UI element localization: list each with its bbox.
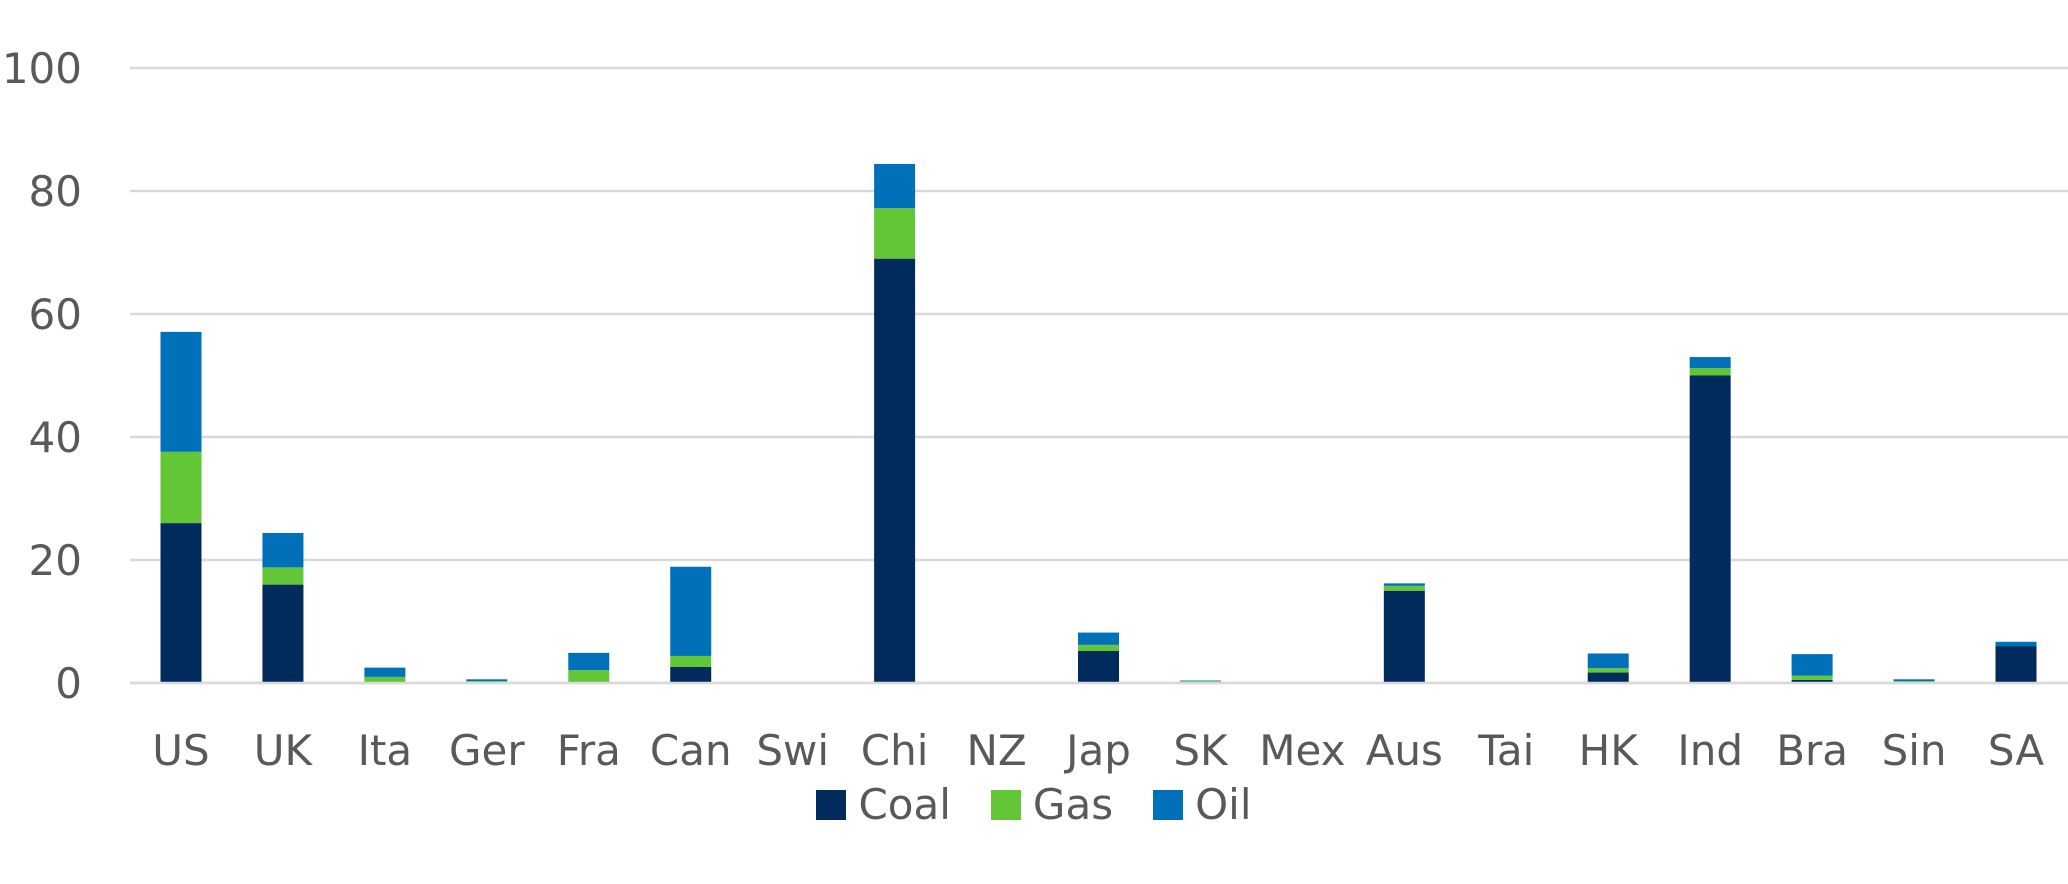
legend: Coal Gas Oil bbox=[0, 780, 2068, 829]
bar-uk-gas bbox=[262, 567, 304, 585]
bar-can-coal bbox=[670, 667, 712, 683]
bar-sk-gas bbox=[1179, 681, 1221, 682]
x-tick-label: SA bbox=[1988, 726, 2044, 775]
x-tick-label: SK bbox=[1173, 726, 1229, 775]
bar-ger-oil bbox=[466, 679, 508, 682]
x-tick-label: Ita bbox=[358, 726, 413, 775]
legend-swatch bbox=[990, 789, 1021, 820]
x-axis-ticks: US UK Ita Ger Fra Can Swi Chi NZ Jap SK Mex Aus Tai HK… bbox=[130, 681, 2068, 775]
bar-sin-oil bbox=[1893, 679, 1935, 682]
bar-hk-oil bbox=[1587, 653, 1629, 669]
bar-us-coal bbox=[160, 523, 202, 683]
bar-sin-gas bbox=[1893, 681, 1935, 682]
bar-hk-coal bbox=[1587, 672, 1629, 683]
bar-ita-gas bbox=[364, 676, 406, 682]
bar-uk-coal bbox=[262, 584, 304, 683]
x-tick-label: Tai bbox=[1477, 726, 1534, 775]
y-tick-label: 20 bbox=[29, 536, 82, 585]
y-tick-label: 0 bbox=[55, 659, 82, 708]
bar-aus-oil bbox=[1383, 583, 1425, 586]
legend-item-gas: Gas bbox=[990, 780, 1114, 829]
bars bbox=[160, 163, 2037, 683]
legend-item-coal: Coal bbox=[816, 780, 951, 829]
x-tick-label: Chi bbox=[861, 726, 929, 775]
bar-bra-coal bbox=[1791, 679, 1833, 683]
x-tick-label: Ind bbox=[1677, 726, 1743, 775]
bar-aus-gas bbox=[1383, 585, 1425, 591]
bar-chi-coal bbox=[874, 258, 916, 683]
bar-sa-coal bbox=[1995, 646, 2037, 683]
x-tick-label: Sin bbox=[1882, 726, 1947, 775]
bar-jap-oil bbox=[1078, 632, 1119, 645]
bar-chi-gas bbox=[874, 208, 916, 259]
legend-swatch bbox=[816, 789, 847, 820]
x-tick-label: NZ bbox=[966, 726, 1026, 775]
bar-fra-oil bbox=[568, 652, 610, 671]
x-tick-label: HK bbox=[1579, 726, 1640, 775]
x-tick-label: Mex bbox=[1259, 726, 1345, 775]
bar-us-gas bbox=[160, 451, 202, 524]
bar-aus-coal bbox=[1383, 590, 1425, 683]
bar-ind-coal bbox=[1689, 375, 1731, 683]
legend-item-oil: Oil bbox=[1153, 780, 1252, 829]
y-tick-label: 40 bbox=[29, 413, 82, 462]
y-tick-label: 100 bbox=[2, 44, 82, 93]
x-tick-label: US bbox=[152, 726, 209, 775]
bar-bra-gas bbox=[1791, 675, 1833, 680]
x-tick-label: Fra bbox=[557, 726, 621, 775]
legend-label: Coal bbox=[858, 780, 951, 829]
x-tick-label: UK bbox=[254, 726, 314, 775]
bar-us-oil bbox=[160, 331, 202, 452]
x-tick-label: Bra bbox=[1776, 726, 1848, 775]
bar-ger-gas bbox=[466, 681, 508, 682]
x-tick-label: Swi bbox=[756, 726, 829, 775]
x-tick-label: Jap bbox=[1063, 726, 1131, 775]
bar-jap-gas bbox=[1078, 644, 1119, 652]
bar-ita-oil bbox=[364, 667, 406, 677]
x-tick-label: Aus bbox=[1366, 726, 1443, 775]
legend-label: Gas bbox=[1032, 780, 1114, 829]
bar-jap-coal bbox=[1078, 651, 1119, 683]
gridlines bbox=[130, 66, 2068, 685]
y-axis-ticks: 0 20 40 60 80 100 bbox=[2, 44, 82, 708]
bar-uk-oil bbox=[262, 532, 304, 568]
bar-sa-oil bbox=[1995, 641, 2037, 647]
bar-can-gas bbox=[670, 655, 712, 668]
x-tick-label: Ger bbox=[449, 726, 525, 775]
bar-can-oil bbox=[670, 566, 712, 656]
bar-ind-oil bbox=[1689, 357, 1731, 369]
bar-bra-oil bbox=[1791, 654, 1833, 676]
bar-sk-oil bbox=[1179, 680, 1221, 682]
y-tick-label: 60 bbox=[29, 290, 82, 339]
bar-chi-oil bbox=[874, 163, 916, 209]
x-tick-label: Can bbox=[650, 726, 732, 775]
bar-hk-gas bbox=[1587, 668, 1629, 673]
legend-swatch bbox=[1153, 789, 1184, 820]
bar-fra-gas bbox=[568, 670, 610, 682]
legend-label: Oil bbox=[1195, 780, 1252, 829]
bar-ind-gas bbox=[1689, 368, 1731, 376]
y-tick-label: 80 bbox=[29, 167, 82, 216]
